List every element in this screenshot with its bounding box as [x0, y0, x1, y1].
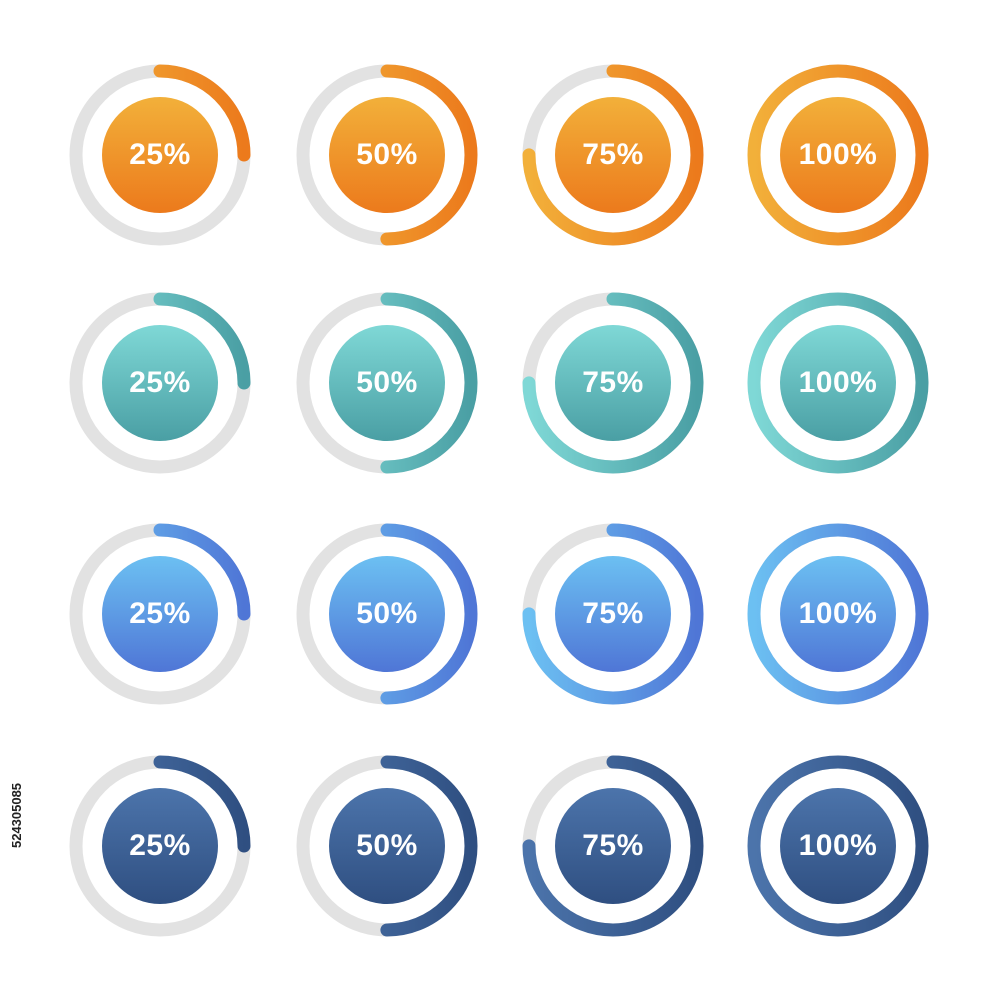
gauge-center-disc [780, 788, 896, 904]
gauge-progress-arc [296, 523, 478, 705]
progress-gauge-teal-50: 50% [292, 288, 482, 478]
gauge-graphic [296, 64, 478, 246]
gauge-progress-arc [747, 755, 929, 937]
progress-gauge-orange-100: 100% [743, 60, 933, 250]
gauge-percent-label: 75% [582, 597, 644, 630]
progress-gauge-navy-50: 50% [292, 751, 482, 941]
gauge-progress-arc [69, 64, 251, 246]
progress-gauge-teal-75: 75% [518, 288, 708, 478]
gauge-graphic [747, 292, 929, 474]
progress-gauge-navy-100: 100% [743, 751, 933, 941]
gauge-progress-arc [296, 755, 478, 937]
gauge-progress-arc [296, 64, 478, 246]
gauge-center-disc [329, 325, 445, 441]
gauge-center-disc [102, 325, 218, 441]
gauge-percent-label: 75% [582, 138, 644, 171]
progress-gauge-teal-25: 25% [65, 288, 255, 478]
gauge-graphic [69, 755, 251, 937]
gauge-percent-label: 100% [798, 597, 878, 630]
gauge-center-disc [555, 788, 671, 904]
gauge-graphic [522, 523, 704, 705]
gauge-graphic [522, 292, 704, 474]
gauge-graphic [69, 292, 251, 474]
gauge-center-disc [102, 97, 218, 213]
gauge-center-disc [329, 97, 445, 213]
gauge-progress-arc [747, 292, 929, 474]
gauge-center-disc [102, 556, 218, 672]
gauge-graphic [522, 755, 704, 937]
gauge-percent-label: 50% [356, 829, 418, 862]
progress-gauge-orange-25: 25% [65, 60, 255, 250]
gauge-graphic [747, 64, 929, 246]
gauge-percent-label: 25% [129, 597, 191, 630]
gauge-graphic [522, 64, 704, 246]
progress-gauge-orange-50: 50% [292, 60, 482, 250]
gauge-percent-label: 50% [356, 597, 418, 630]
gauge-percent-label: 75% [582, 829, 644, 862]
gauge-center-disc [555, 556, 671, 672]
gauge-percent-label: 100% [798, 138, 878, 171]
gauge-progress-arc [69, 755, 251, 937]
progress-gauge-blue-75: 75% [518, 519, 708, 709]
gauge-progress-arc [522, 523, 704, 705]
gauge-percent-label: 100% [798, 366, 878, 399]
gauge-center-disc [780, 556, 896, 672]
gauge-percent-label: 25% [129, 829, 191, 862]
gauge-graphic [296, 523, 478, 705]
gauge-center-disc [329, 788, 445, 904]
progress-gauge-blue-50: 50% [292, 519, 482, 709]
gauge-center-disc [555, 97, 671, 213]
progress-gauge-orange-75: 75% [518, 60, 708, 250]
gauge-graphic [747, 755, 929, 937]
gauge-progress-arc [522, 292, 704, 474]
gauge-center-disc [329, 556, 445, 672]
gauge-percent-label: 100% [798, 829, 878, 862]
gauge-graphic [69, 523, 251, 705]
gauge-graphic [296, 755, 478, 937]
progress-gauge-navy-25: 25% [65, 751, 255, 941]
gauge-progress-arc [522, 64, 704, 246]
gauge-percent-label: 75% [582, 366, 644, 399]
gauge-progress-arc [747, 64, 929, 246]
gauge-center-disc [102, 788, 218, 904]
gauge-center-disc [780, 97, 896, 213]
gauge-percent-label: 25% [129, 366, 191, 399]
gauge-percent-label: 25% [129, 138, 191, 171]
progress-gauge-navy-75: 75% [518, 751, 708, 941]
gauge-progress-arc [69, 292, 251, 474]
stock-id-text: 524305085 [9, 782, 25, 848]
progress-gauge-teal-100: 100% [743, 288, 933, 478]
stock-id-watermark: 524305085 [6, 760, 28, 870]
gauge-center-disc [780, 325, 896, 441]
progress-gauge-blue-25: 25% [65, 519, 255, 709]
gauge-percent-label: 50% [356, 366, 418, 399]
progress-gauge-blue-100: 100% [743, 519, 933, 709]
gauge-graphic [296, 292, 478, 474]
gauge-graphic [69, 64, 251, 246]
gauge-progress-arc [522, 755, 704, 937]
gauge-percent-label: 50% [356, 138, 418, 171]
gauge-progress-arc [747, 523, 929, 705]
gauge-progress-arc [296, 292, 478, 474]
gauge-graphic [747, 523, 929, 705]
gauge-center-disc [555, 325, 671, 441]
gauge-progress-arc [69, 523, 251, 705]
